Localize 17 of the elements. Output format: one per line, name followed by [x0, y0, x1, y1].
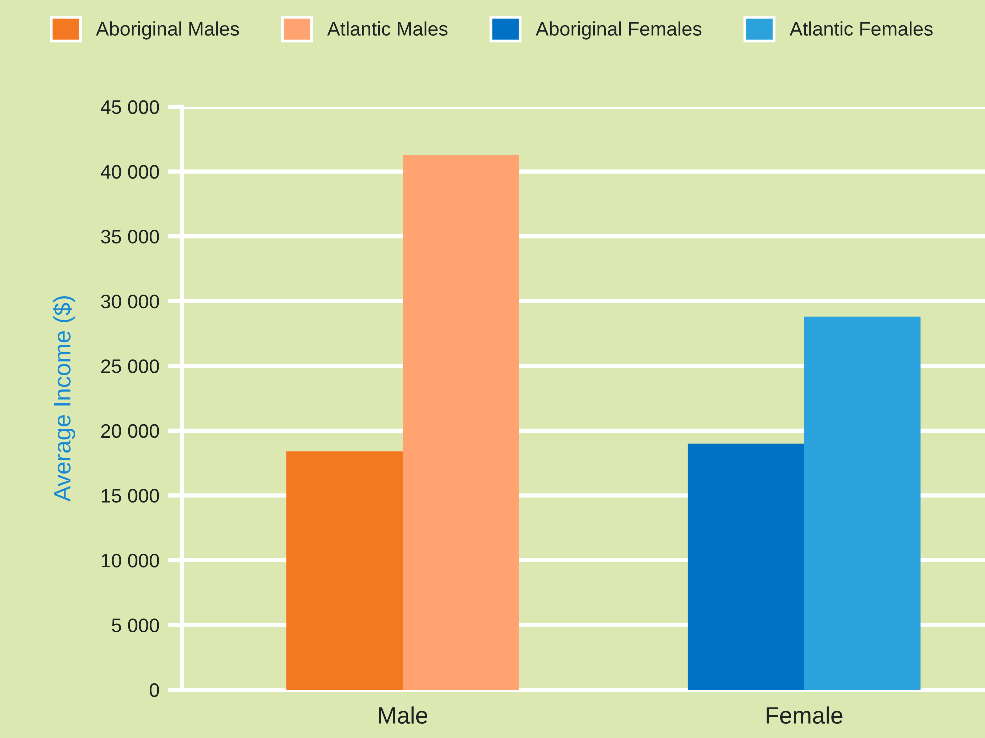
y-tick-label: 20 000: [102, 424, 160, 438]
legend-label: Atlantic Females: [790, 22, 933, 36]
y-axis-title: Average Income ($): [53, 296, 76, 502]
y-tick-label: 15 000: [102, 489, 160, 503]
legend-label: Aboriginal Females: [536, 22, 702, 40]
x-tick-label: Male: [379, 706, 428, 724]
x-tick-label: Female: [766, 706, 843, 724]
y-tick-label: 40 000: [100, 165, 160, 180]
y-tick-label: 25 000: [102, 360, 160, 374]
legend-label: Aboriginal Males: [96, 22, 240, 40]
y-tick-label: 35 000: [101, 230, 160, 244]
y-tick-label: 5 000: [112, 618, 160, 632]
y-tick-label: 45 000: [100, 100, 160, 114]
y-tick-label: 0: [150, 684, 160, 698]
y-tick-label: 10 000: [102, 554, 160, 568]
y-tick-label: 30 000: [101, 294, 160, 309]
legend-label: Atlantic Males: [327, 22, 448, 36]
